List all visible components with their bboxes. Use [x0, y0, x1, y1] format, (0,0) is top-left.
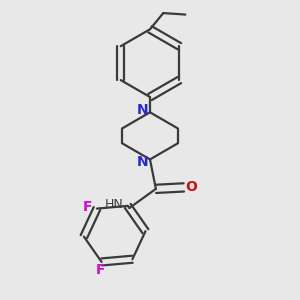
Text: O: O [185, 180, 197, 194]
Text: N: N [137, 155, 148, 169]
Text: N: N [137, 103, 148, 117]
Text: F: F [95, 263, 105, 277]
Text: HN: HN [105, 198, 124, 211]
Text: F: F [83, 200, 92, 214]
